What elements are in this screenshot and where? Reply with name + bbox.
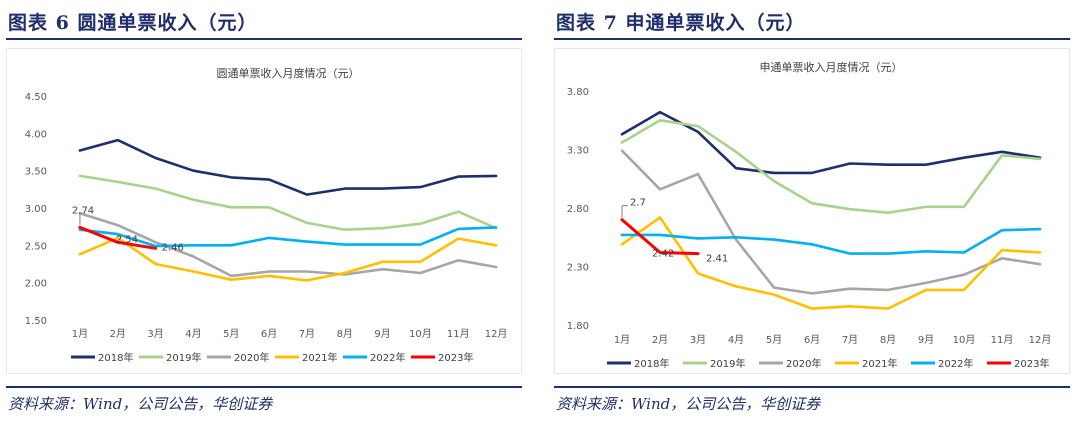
y-tick-label: 4.00 [25, 129, 47, 140]
series-line-2021 [78, 236, 498, 282]
legend-label: 2018年 [98, 351, 133, 364]
figure-6-top-rule [6, 38, 522, 40]
x-tick-label: 4月 [185, 328, 201, 340]
data-label: 2.42 [652, 248, 674, 259]
x-tick-label: 10月 [953, 334, 976, 346]
legend-label: 2019年 [710, 357, 745, 370]
series-line-2019 [78, 174, 498, 231]
series-line-2020 [78, 211, 498, 278]
x-tick-label: 6月 [261, 328, 277, 340]
series-line-2018 [620, 110, 1042, 175]
legend-label: 2019年 [166, 351, 201, 364]
x-tick-label: 2月 [652, 334, 668, 346]
data-label: 2.41 [706, 254, 728, 265]
x-tick-label: 12月 [1029, 334, 1052, 346]
x-tick-label: 7月 [299, 328, 315, 340]
figure-6-panel: 图表 6 圆通单票收入（元） 圆通单票收入月度情况（元） 4.50 4.00 3.5… [6, 0, 526, 426]
figure-7-bottom-rule [554, 386, 1070, 388]
y-tick-label: 2.50 [25, 241, 47, 252]
figure-7-source: 资料来源：Wind，公司公告，华创证券 [556, 395, 821, 413]
series-line-2021 [620, 216, 1042, 310]
x-tick-label: 11月 [991, 334, 1014, 346]
figure-6-chart: 圆通单票收入月度情况（元） 4.50 4.00 3.50 3.00 2.50 2.00 1.… [6, 48, 522, 374]
yto-revenue-line-chart: 圆通单票收入月度情况（元） 4.50 4.00 3.50 3.00 2.50 2.00 1.… [25, 66, 508, 364]
y-tick-label: 2.00 [25, 279, 47, 290]
x-tick-label: 9月 [918, 334, 934, 346]
y-tick-label: 3.30 [567, 146, 589, 157]
x-tick-label: 3月 [690, 334, 706, 346]
legend-label: 2020年 [234, 351, 269, 364]
legend-label: 2023年 [1014, 357, 1049, 370]
series-line-2023 [620, 218, 700, 256]
x-tick-label: 8月 [880, 334, 896, 346]
legend-label: 2022年 [938, 357, 973, 370]
x-tick-label: 2月 [110, 328, 126, 340]
data-label: 2.46 [162, 242, 184, 253]
series-line-2022 [620, 227, 1042, 255]
x-tick-label: 6月 [804, 334, 820, 346]
legend-label: 2020年 [786, 357, 821, 370]
legend-label: 2022年 [370, 351, 405, 364]
figure-7-panel: 图表 7 申通单票收入（元） 申通单票收入月度情况（元） 3.80 3.30 2.8… [554, 0, 1074, 426]
legend-label: 2021年 [862, 357, 897, 370]
figure-6-source: 资料来源：Wind，公司公告，华创证券 [8, 395, 273, 413]
data-label: 2.74 [72, 205, 94, 216]
legend-label: 2018年 [634, 357, 669, 370]
legend-label: 2021年 [302, 351, 337, 364]
x-tick-label: 8月 [337, 328, 353, 340]
y-tick-label: 1.50 [25, 316, 47, 327]
chart-title: 圆通单票收入月度情况（元） [217, 66, 360, 80]
x-tick-label: 10月 [409, 328, 432, 340]
series-line-2018 [78, 138, 498, 196]
x-tick-label: 9月 [374, 328, 390, 340]
y-tick-label: 4.50 [25, 92, 47, 103]
series-line-2022 [78, 226, 498, 248]
x-tick-label: 3月 [147, 328, 163, 340]
x-tick-label: 1月 [614, 334, 630, 346]
x-tick-label: 7月 [842, 334, 858, 346]
x-tick-label: 11月 [447, 328, 470, 340]
sto-revenue-line-chart: 申通单票收入月度情况（元） 3.80 3.30 2.80 2.30 1.80 1月 2月 3月… [567, 60, 1052, 370]
x-tick-label: 12月 [485, 328, 508, 340]
y-tick-label: 2.80 [567, 204, 589, 215]
y-tick-label: 1.80 [567, 321, 589, 332]
data-label: 2.54 [116, 234, 138, 245]
chart-title: 申通单票收入月度情况（元） [760, 60, 903, 74]
y-tick-label: 3.00 [25, 204, 47, 215]
y-tick-label: 3.80 [567, 87, 589, 98]
figure-7-top-rule [554, 38, 1070, 40]
series-line-2019 [620, 119, 1042, 214]
figure-6-bottom-rule [6, 386, 522, 388]
data-label: 2.7 [630, 198, 646, 209]
x-tick-label: 4月 [728, 334, 744, 346]
legend-label: 2023年 [438, 351, 473, 364]
figure-6-title: 图表 6 圆通单票收入（元） [8, 12, 258, 34]
figure-7-chart: 申通单票收入月度情况（元） 3.80 3.30 2.80 2.30 1.80 1月 2月 3月… [554, 48, 1070, 374]
series-line-2023 [78, 225, 158, 250]
y-tick-label: 2.30 [567, 263, 589, 274]
series-line-2020 [620, 149, 1042, 295]
x-tick-label: 5月 [223, 328, 239, 340]
x-tick-label: 1月 [72, 328, 88, 340]
y-tick-label: 3.50 [25, 167, 47, 178]
x-tick-label: 5月 [766, 334, 782, 346]
figure-7-title: 图表 7 申通单票收入（元） [556, 12, 806, 34]
